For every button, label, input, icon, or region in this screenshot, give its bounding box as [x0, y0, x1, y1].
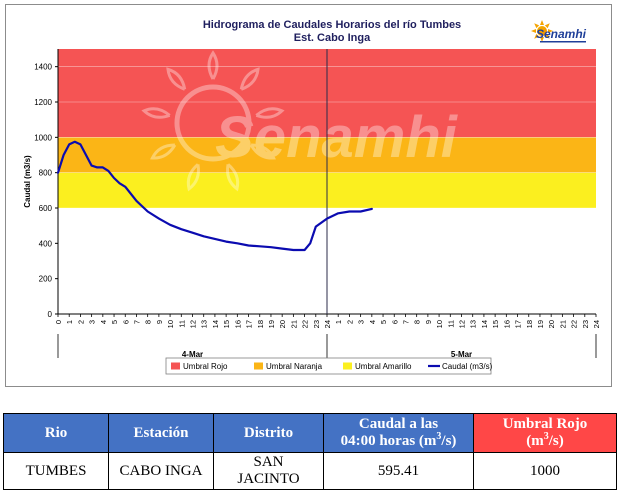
day-label-1: 5-Mar [451, 350, 472, 359]
x-tick-label-48: 24 [592, 320, 601, 328]
x-tick-label-24: 24 [323, 320, 332, 328]
summary-table: Rio Estación Distrito Caudal a las 04:00… [3, 413, 617, 490]
cell-caudal: 595.41 [323, 452, 474, 490]
x-tick-label-42: 18 [525, 320, 534, 328]
x-tick-label-13: 13 [200, 320, 209, 328]
x-tick-label-9: 9 [155, 320, 164, 324]
x-tick-label-46: 22 [570, 320, 579, 328]
x-tick-label-30: 6 [390, 320, 399, 324]
x-tick-label-19: 19 [267, 320, 276, 328]
summary-header-row: Rio Estación Distrito Caudal a las 04:00… [3, 413, 617, 453]
legend-swatch-1 [254, 362, 263, 370]
x-tick-label-17: 17 [245, 320, 254, 328]
header-distrito: Distrito [213, 413, 324, 453]
x-tick-label-32: 8 [413, 320, 422, 324]
x-tick-label-23: 23 [312, 320, 321, 328]
header-caudal-line2: 04:00 horas (m [340, 433, 437, 449]
x-tick-label-44: 20 [547, 320, 556, 328]
legend-swatch-2 [343, 362, 352, 370]
legend-box [165, 357, 492, 375]
chart-subtitle: Est. Cabo Inga [294, 32, 371, 44]
x-tick-label-36: 12 [458, 320, 467, 328]
cell-distrito-line1: SAN [253, 454, 284, 470]
x-tick-label-3: 3 [88, 320, 97, 324]
x-tick-label-40: 16 [502, 320, 511, 328]
header-umbral-sup: 3 [543, 431, 549, 442]
cell-umbral: 1000 [473, 452, 617, 490]
sun-icon [531, 20, 553, 42]
x-tick-label-34: 10 [435, 320, 444, 328]
x-tick-label-14: 14 [211, 320, 220, 328]
header-caudal-line1: Caudal a las [358, 416, 439, 432]
x-tick-label-35: 11 [446, 320, 455, 328]
legend-label-1: Umbral Naranja [266, 362, 323, 371]
cell-rio: TUMBES [3, 452, 109, 490]
x-tick-label-41: 17 [514, 320, 523, 328]
header-umbral-line1: Umbral Rojo [502, 416, 588, 432]
x-tick-label-1: 1 [65, 320, 74, 324]
senamhi-logo-text: Senamhi [536, 27, 587, 41]
y-tick-label-6: 1200 [34, 98, 52, 107]
cell-estacion: CABO INGA [108, 452, 214, 490]
y-tick-label-5: 1000 [34, 133, 52, 142]
header-umbral-line2-start: (m [526, 433, 544, 449]
x-tick-label-4: 4 [99, 320, 108, 324]
header-umbral-rojo: Umbral Rojo (m3/s) [473, 413, 617, 453]
x-tick-label-7: 7 [132, 320, 141, 324]
x-tick-label-18: 18 [256, 320, 265, 328]
x-tick-label-25: 1 [334, 320, 343, 324]
cell-distrito: SAN JACINTO [213, 452, 324, 490]
x-tick-label-15: 15 [222, 320, 231, 328]
x-tick-label-0: 0 [54, 320, 63, 324]
y-axis-label: Caudal (m3/s) [23, 155, 32, 208]
hydrograph-chart: Hidrograma de Caudales Horarios del río … [5, 4, 612, 387]
x-tick-label-38: 14 [480, 320, 489, 328]
x-tick-label-28: 4 [368, 320, 377, 324]
x-tick-label-12: 12 [189, 320, 198, 328]
y-tick-label-1: 200 [39, 275, 53, 284]
hydrograph-svg: Hidrograma de Caudales Horarios del río … [23, 19, 601, 375]
x-tick-label-45: 21 [558, 320, 567, 328]
x-tick-label-8: 8 [144, 320, 153, 324]
x-tick-label-11: 11 [177, 320, 186, 328]
y-tick-label-2: 400 [39, 239, 53, 248]
header-umbral-line2-end: /s) [548, 433, 564, 449]
legend-swatch-0 [171, 362, 180, 370]
senamhi-logo: Senamhi [531, 20, 587, 43]
x-tick-label-47: 23 [581, 320, 590, 328]
x-tick-label-33: 9 [424, 320, 433, 324]
x-tick-label-10: 10 [166, 320, 175, 328]
x-tick-label-2: 2 [76, 320, 85, 324]
legend-label-2: Umbral Amarillo [355, 362, 412, 371]
x-tick-label-29: 5 [379, 320, 388, 324]
y-tick-label-7: 1400 [34, 63, 52, 72]
x-tick-label-26: 2 [345, 320, 354, 324]
x-tick-label-39: 15 [491, 320, 500, 328]
x-tick-label-20: 20 [278, 320, 287, 328]
x-tick-label-16: 16 [233, 320, 242, 328]
series-line-0 [56, 140, 373, 252]
y-tick-label-0: 0 [48, 310, 53, 319]
header-estacion: Estación [108, 413, 214, 453]
header-caudal: Caudal a las 04:00 horas (m3/s) [323, 413, 474, 453]
x-tick-label-31: 7 [401, 320, 410, 324]
header-caudal-sup: 3 [436, 431, 442, 442]
x-tick-label-22: 22 [301, 320, 310, 328]
x-tick-label-37: 13 [469, 320, 478, 328]
legend-label-3: Caudal (m3/s) [442, 362, 493, 371]
legend-label-0: Umbral Rojo [183, 362, 228, 371]
day-label-0: 4-Mar [182, 350, 203, 359]
header-caudal-end: /s) [441, 433, 457, 449]
x-tick-label-6: 6 [121, 320, 130, 324]
header-rio: Rio [3, 413, 109, 453]
x-tick-label-43: 19 [536, 320, 545, 328]
y-tick-label-3: 600 [39, 204, 53, 213]
chart-title: Hidrograma de Caudales Horarios del río … [203, 19, 461, 31]
summary-data-row: TUMBES CABO INGA SAN JACINTO 595.41 1000 [3, 452, 617, 490]
cell-distrito-line2: JACINTO [237, 471, 300, 487]
y-tick-label-4: 800 [39, 169, 53, 178]
x-tick-label-21: 21 [289, 320, 298, 328]
x-tick-label-27: 3 [357, 320, 366, 324]
x-tick-label-5: 5 [110, 320, 119, 324]
